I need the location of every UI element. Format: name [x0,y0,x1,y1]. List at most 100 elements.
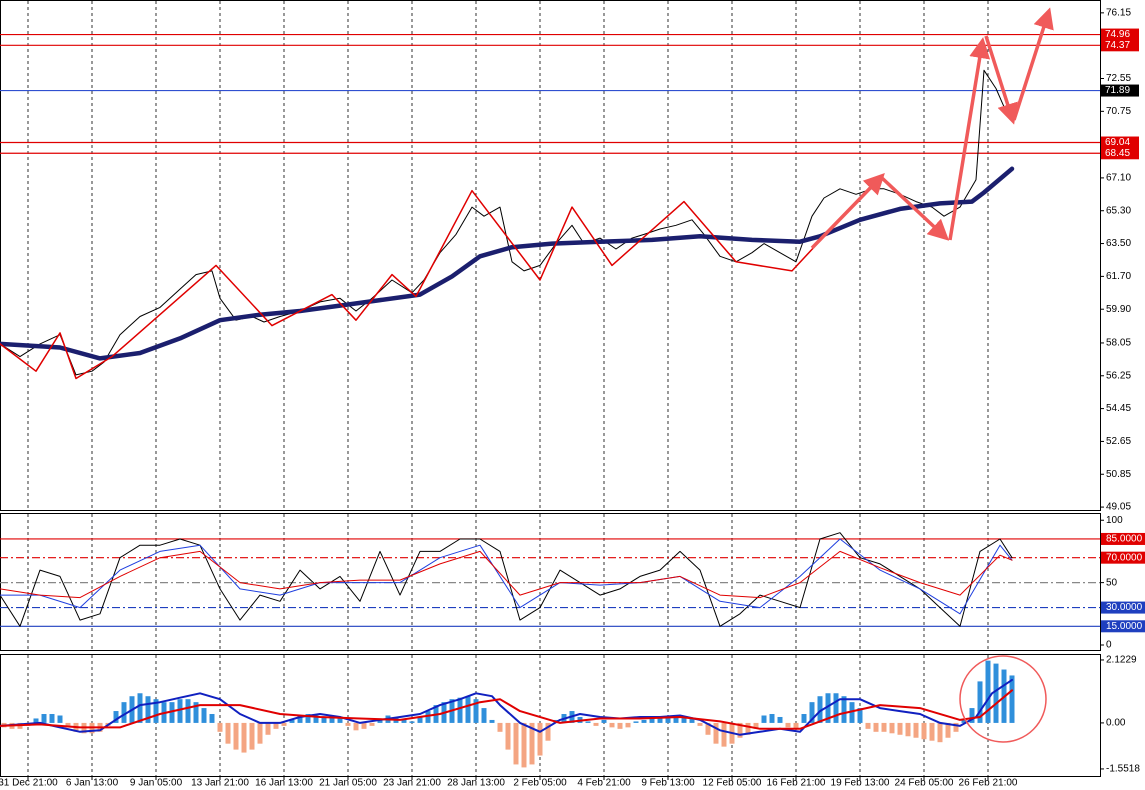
y-tick-label: 65.30 [1106,205,1131,216]
histogram-bar [969,708,975,723]
x-tick-label: 9 Feb 13:00 [641,778,695,789]
histogram-bar [137,693,143,723]
series-line [0,550,1013,599]
histogram-bar [233,722,239,750]
y-tick-label: 0 [1106,640,1112,651]
histogram-bar [257,722,263,744]
x-tick-label: 28 Jan 13:00 [447,778,505,789]
histogram-bar [945,722,951,738]
histogram-bar [961,719,967,723]
annotations [810,7,1054,743]
histogram-bar [593,722,599,726]
histogram-bar [369,722,375,726]
histogram-bar [169,702,175,723]
histogram-bar [345,722,351,726]
histogram-bar [769,714,775,723]
y-tick-label: 70.0000 [1106,552,1143,563]
histogram-bar [297,715,303,723]
y-tick-label: -1.5518 [1106,764,1140,775]
histogram-bar [953,722,959,732]
histogram-bar [305,714,311,723]
y-tick-label: 61.70 [1106,271,1131,282]
histogram-bar [217,722,223,732]
histogram-bar [401,719,407,723]
histogram-bar [225,722,231,744]
y-tick-label: 30.0000 [1106,602,1143,613]
y-tick-label: 49.05 [1106,502,1131,513]
y-tick-label: 56.25 [1106,370,1131,381]
series-line [0,532,1013,627]
histogram-bar [633,721,639,723]
histogram-bar [929,722,935,741]
histogram-bar [121,702,127,723]
histogram-bar [761,715,767,723]
histogram-bar [673,715,679,723]
series-line [0,166,1015,361]
histogram-bar [337,718,343,723]
arrow [984,35,1018,125]
histogram-bar [113,711,119,723]
level-label: 71.89 [1105,85,1130,96]
panel-frame [0,513,1101,651]
histogram-bar [353,722,359,731]
histogram-bar [329,715,335,723]
histogram-bar [865,722,871,729]
histogram-bar [705,722,711,735]
histogram-bar [657,716,663,723]
histogram-bar [905,722,911,737]
histogram-bar [281,722,287,726]
series-line [0,678,1013,736]
histogram-bar [65,722,71,726]
histogram-bar [665,716,671,723]
histogram-bar [425,711,431,723]
histogram-bar [777,716,783,723]
level-label-bg [1101,84,1139,97]
histogram-bar [241,722,247,753]
x-tick-label: 13 Jan 21:00 [191,778,249,789]
histogram-bar [697,722,703,726]
histogram-bar [689,718,695,723]
y-tick-label: 76.15 [1106,7,1131,18]
histogram-bar [529,722,535,765]
histogram-bar [361,722,367,729]
arrow [948,37,991,241]
histogram-bar [785,722,791,728]
histogram-bar [793,722,799,729]
histogram-bar [153,699,159,723]
histogram-bar [921,722,927,740]
y-tick-label: 50.85 [1106,469,1131,480]
x-tick-label: 12 Feb 05:00 [703,778,762,789]
histogram-bar [913,722,919,738]
histogram-bar [505,722,511,750]
histogram-bar [49,714,55,723]
y-tick-label: 100 [1106,515,1123,526]
histogram-bar [833,693,839,723]
series-line [0,538,1013,615]
y-tick-label: 72.55 [1106,73,1131,84]
histogram-bar [145,696,151,723]
histogram-bar [273,722,279,729]
histogram-bar [265,722,271,735]
x-tick-label: 21 Jan 05:00 [319,778,377,789]
level-label: 74.37 [1105,40,1130,51]
histogram-bar [841,696,847,723]
histogram-bar [745,722,751,735]
histogram-bar [681,716,687,723]
histogram-bar [289,719,295,723]
y-tick-label: 59.90 [1106,304,1131,315]
x-tick-label: 9 Jan 05:00 [130,778,183,789]
histogram-bar [609,722,615,728]
histogram-bar [977,681,983,723]
histogram-bar [585,721,591,723]
histogram-bar [849,702,855,723]
histogram-bar [185,699,191,723]
histogram-bar [497,722,503,732]
histogram-bar [737,722,743,738]
histogram-bar [33,718,39,723]
y-tick-label-bg [1101,532,1145,545]
y-tick-label: 70.75 [1106,106,1131,117]
y-tick-label: 85.0000 [1106,534,1143,545]
x-tick-label: 4 Feb 21:00 [577,778,631,789]
histogram-bar [457,697,463,723]
